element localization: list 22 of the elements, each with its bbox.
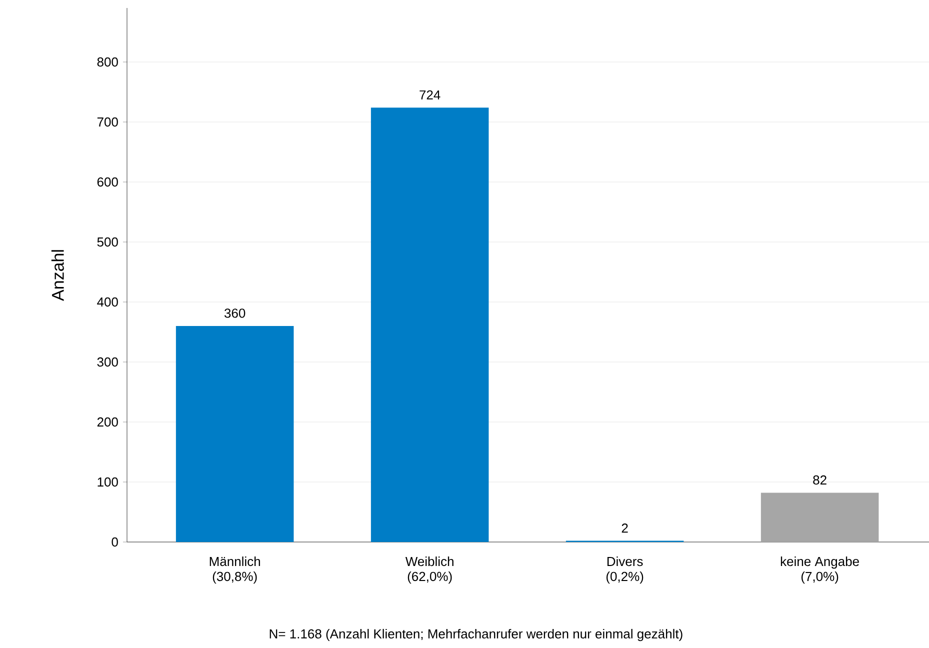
y-tick-label: 0 [112, 537, 118, 547]
x-tick-label: keine Angabe (7,0%) [780, 556, 859, 584]
y-tick-label: 800 [97, 57, 118, 67]
data-label: 724 [420, 90, 440, 100]
y-tick-label: 200 [97, 417, 118, 427]
y-tick-label: 700 [97, 117, 118, 127]
data-label: 360 [224, 308, 246, 318]
x-tick-label: Männlich (30,8%) [210, 556, 260, 584]
x-tick-label: Divers (0,2%) [606, 556, 644, 584]
y-tick-label: 400 [97, 297, 118, 307]
bar [760, 492, 879, 542]
bar [370, 108, 489, 542]
bar [176, 326, 294, 542]
y-tick-label: 100 [98, 477, 118, 487]
data-label: 82 [813, 475, 826, 485]
y-axis-title: Anzahl [51, 250, 64, 301]
text: N= 1.168 (Anzahl Klienten; Mehrfachanrufer werden nur einmal gezählt) [270, 628, 682, 642]
y-tick-label: 300 [97, 357, 118, 367]
y-tick-label: 600 [97, 177, 118, 187]
x-tick-label: Weiblich (62,0%) [405, 556, 454, 584]
y-tick-label: 500 [97, 237, 118, 247]
data-label: 2 [622, 524, 628, 533]
